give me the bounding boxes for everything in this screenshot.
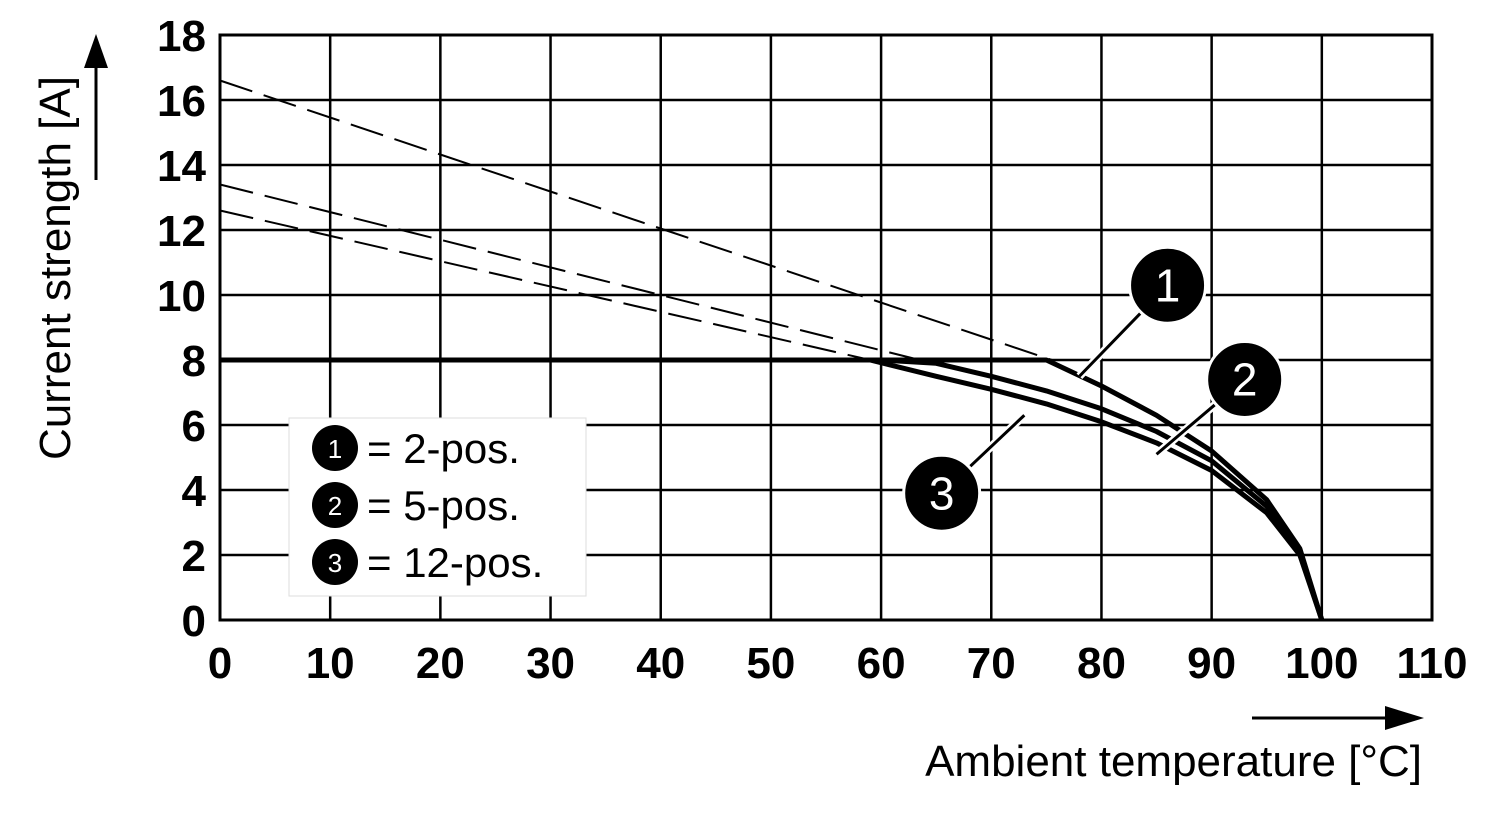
y-axis-title: Current strength [A] xyxy=(31,34,108,460)
curve-marker-3: 3 xyxy=(902,412,1028,533)
y-axis-arrowhead xyxy=(84,34,108,68)
leader-line xyxy=(1155,402,1217,456)
legend-marker xyxy=(312,539,358,585)
y-tick-label: 8 xyxy=(182,337,206,386)
x-tick-labels: 0 10 20 30 40 50 60 70 80 90 100 110 xyxy=(208,639,1468,688)
plot-frame xyxy=(218,33,1434,622)
y-tick-label: 4 xyxy=(182,467,207,516)
y-tick-label: 0 xyxy=(182,597,206,646)
derating-curves xyxy=(220,357,1325,621)
curve-marker-2: 2 xyxy=(1153,340,1285,458)
x-tick-label: 10 xyxy=(306,639,355,688)
legend-marker-number: 2 xyxy=(328,491,342,521)
x-tick-label: 80 xyxy=(1077,639,1126,688)
legend-text: = 5-pos. xyxy=(367,482,520,529)
series-2-line xyxy=(220,357,1325,621)
series-2-extrapolation xyxy=(219,183,920,361)
y-tick-label: 6 xyxy=(182,402,206,451)
x-tick-label: 20 xyxy=(416,639,465,688)
legend-marker xyxy=(312,425,358,471)
y-tick-labels: 0 2 4 6 8 10 12 14 16 18 xyxy=(157,12,206,646)
leader-line xyxy=(968,414,1026,469)
x-tick-label: 50 xyxy=(746,639,795,688)
x-tick-label: 70 xyxy=(967,639,1016,688)
marker-circle xyxy=(1128,245,1208,325)
x-tick-label: 110 xyxy=(1397,639,1468,688)
extrapolation-lines xyxy=(219,79,1053,361)
x-tick-label: 90 xyxy=(1187,639,1236,688)
legend-marker xyxy=(312,482,358,528)
legend-entry: 2 = 5-pos. xyxy=(312,482,520,529)
legend-marker-number: 1 xyxy=(328,434,342,464)
y-tick-label: 2 xyxy=(182,532,206,581)
series-3-extrapolation xyxy=(219,209,871,361)
legend-marker-number: 3 xyxy=(328,548,342,578)
x-tick-label: 40 xyxy=(636,639,685,688)
marker-number: 1 xyxy=(1155,259,1181,311)
series-3-line xyxy=(220,357,1325,621)
y-tick-label: 14 xyxy=(157,142,206,191)
y-tick-label: 10 xyxy=(157,272,206,321)
y-tick-label: 18 xyxy=(157,12,206,61)
x-axis-label: Ambient temperature [°C] xyxy=(925,737,1422,786)
legend-entry: 3 = 12-pos. xyxy=(312,539,543,586)
legend: 1 = 2-pos. 2 = 5-pos. 3 = 12-pos. xyxy=(288,417,587,597)
y-tick-label: 12 xyxy=(157,207,206,256)
leader-line xyxy=(1078,311,1143,378)
x-axis-arrowhead xyxy=(1385,706,1424,730)
marker-number: 2 xyxy=(1232,354,1258,406)
x-tick-label: 30 xyxy=(526,639,575,688)
marker-circle xyxy=(902,453,982,533)
curve-marker-1: 1 xyxy=(1076,245,1208,380)
series-1-extrapolation xyxy=(219,79,1053,361)
legend-entry: 1 = 2-pos. xyxy=(312,425,520,472)
x-tick-label: 0 xyxy=(208,639,232,688)
marker-number: 3 xyxy=(929,467,955,519)
marker-circle xyxy=(1205,340,1285,419)
legend-text: = 2-pos. xyxy=(367,425,520,472)
y-axis-label: Current strength [A] xyxy=(31,76,80,460)
x-tick-label: 60 xyxy=(857,639,906,688)
x-axis-title: Ambient temperature [°C] xyxy=(925,706,1424,786)
curve-markers: 12 3 xyxy=(902,245,1285,533)
y-tick-label: 16 xyxy=(157,77,206,126)
x-tick-label: 100 xyxy=(1285,639,1358,688)
legend-text: = 12-pos. xyxy=(367,539,543,586)
